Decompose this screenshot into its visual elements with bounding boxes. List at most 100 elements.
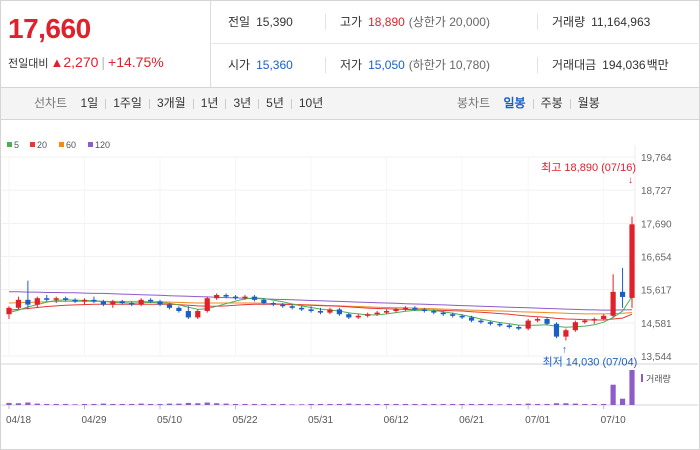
candle xyxy=(63,298,69,300)
candle xyxy=(355,315,361,318)
change-divider: | xyxy=(101,54,106,70)
candle xyxy=(487,322,494,324)
tab-period-4[interactable]: 3년 xyxy=(233,96,252,110)
volume-bar xyxy=(355,403,361,405)
candle xyxy=(299,307,305,310)
volume-bar xyxy=(129,403,135,405)
low-arrow-icon: ↑ xyxy=(562,344,567,355)
candle xyxy=(431,311,437,313)
tab-candle-2[interactable]: 월봉 xyxy=(577,96,600,110)
volume-bar xyxy=(195,403,201,405)
candle xyxy=(610,291,616,316)
tab-period-3[interactable]: 1년 xyxy=(200,96,219,110)
y-tick-label: 18,727 xyxy=(641,186,672,197)
tab-period-2[interactable]: 3개월 xyxy=(156,96,186,110)
x-tick-label: 04/18 xyxy=(6,415,31,426)
price-change: 전일대비 ▲2,270 | +14.75% xyxy=(8,54,164,71)
candle xyxy=(317,311,324,313)
volume-bar xyxy=(506,403,512,405)
candle xyxy=(185,311,191,318)
chart-background xyxy=(1,120,698,449)
x-tick-label: 07/10 xyxy=(601,415,626,426)
y-tick-label: 17,690 xyxy=(641,219,672,230)
candle xyxy=(450,314,456,316)
volume-bar xyxy=(214,403,220,405)
volume-bar xyxy=(242,403,248,405)
tab-separator xyxy=(105,98,107,109)
high-arrow-icon: ↓ xyxy=(628,175,633,186)
candle xyxy=(53,298,59,300)
candle xyxy=(91,299,97,302)
volume-bar xyxy=(450,403,456,405)
volume-bar xyxy=(487,403,494,405)
tab-separator xyxy=(569,98,571,109)
high-annotation: 최고 18,890 (07/16) xyxy=(541,161,636,174)
candle xyxy=(582,320,588,323)
stat-divider xyxy=(325,14,326,30)
low-annotation: 최저 14,030 (07/04) xyxy=(542,355,637,368)
candle xyxy=(374,312,380,315)
x-tick-label: 05/10 xyxy=(157,415,182,426)
candle xyxy=(25,299,31,305)
stat-divider xyxy=(537,14,538,30)
tab-candle-0[interactable]: 일봉 xyxy=(503,96,526,110)
tab-separator xyxy=(225,98,227,109)
tab-period-1[interactable]: 1주일 xyxy=(113,96,142,110)
candle xyxy=(119,301,125,304)
candle xyxy=(563,330,569,337)
tab-period-5[interactable]: 5년 xyxy=(266,96,284,110)
stock-chart: 5 20 60 120 19,764 18,727 17,690 16,654 15,617 14… xyxy=(0,120,700,450)
candle xyxy=(497,323,503,326)
volume-bar xyxy=(563,403,569,405)
candle xyxy=(81,299,88,302)
volume-bar xyxy=(261,403,267,405)
volume-bar xyxy=(308,403,314,405)
volume-bar xyxy=(232,403,239,405)
candle xyxy=(544,319,550,324)
tab-separator xyxy=(290,98,292,109)
volume-bar xyxy=(478,403,484,405)
volume-bar xyxy=(440,403,446,405)
candle xyxy=(232,296,239,299)
volume-bar xyxy=(468,403,475,405)
candle xyxy=(327,309,333,313)
volume-bar xyxy=(157,403,163,405)
volume-bar xyxy=(591,403,597,405)
volume-bar xyxy=(289,404,295,405)
candle xyxy=(535,319,541,321)
tab-candle-1[interactable]: 주봉 xyxy=(540,96,563,110)
legend-label-5: 5 xyxy=(14,140,19,150)
volume-bar xyxy=(25,402,31,405)
volume-bar xyxy=(15,403,22,405)
tab-separator xyxy=(532,98,534,109)
volume-bar xyxy=(374,403,380,405)
legend-swatch-20 xyxy=(30,142,35,147)
candle xyxy=(100,301,106,305)
candle xyxy=(440,312,446,315)
volume-bar xyxy=(516,403,522,405)
tab-period-0[interactable]: 1일 xyxy=(80,96,99,110)
x-tick-label: 05/31 xyxy=(308,415,333,426)
tab-separator xyxy=(258,98,260,109)
line-chart-label: 선차트 xyxy=(34,96,68,110)
legend-swatch-5 xyxy=(7,142,12,147)
candle xyxy=(619,291,626,297)
legend-swatch-60 xyxy=(59,142,64,147)
tab-period-6[interactable]: 10년 xyxy=(298,96,324,110)
candle xyxy=(261,299,267,304)
candle xyxy=(204,298,210,312)
candle xyxy=(6,307,12,315)
volume-bar xyxy=(393,403,399,405)
change-rate: +14.75% xyxy=(108,54,164,70)
candle xyxy=(147,299,154,302)
volume-bar xyxy=(63,403,69,405)
stats-row-1: 전일 15,390 고가 18,890 (상한가 20,000) 거래량 11,164,… xyxy=(212,1,700,44)
candle xyxy=(393,309,399,312)
volume-bar xyxy=(100,403,106,405)
candle xyxy=(176,307,182,312)
candle xyxy=(525,320,531,329)
y-tick-label: 13,544 xyxy=(641,352,672,363)
volume-bar xyxy=(223,403,229,405)
volume-bar xyxy=(497,404,503,405)
volume-bar xyxy=(91,403,97,405)
